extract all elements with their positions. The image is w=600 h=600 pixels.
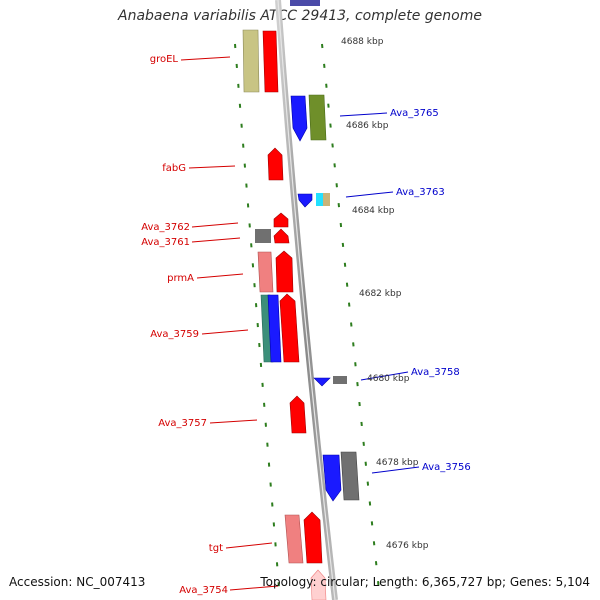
gene-label-ava3759: Ava_3759 — [150, 329, 199, 340]
gene-label-groel: groEL — [150, 54, 179, 65]
gene-ava3765-olive — [308, 94, 327, 141]
genome-backbone-highlight — [277, 0, 336, 600]
gene-label-ava3763: Ava_3763 — [396, 187, 445, 198]
gene-ava3762 — [273, 212, 289, 228]
kbp-label-4688: 4688 kbp — [341, 37, 384, 47]
kbp-label-4684: 4684 kbp — [352, 206, 395, 216]
gene-label-ava3765: Ava_3765 — [390, 108, 439, 119]
gene-ava3765-blue — [290, 95, 308, 142]
gene-label-ava3758: Ava_3758 — [411, 367, 460, 378]
gene-ava3759-blue — [267, 294, 282, 363]
gene-label-ava3761: Ava_3761 — [141, 237, 190, 248]
gene-ava3756-blue — [322, 454, 342, 502]
gene-ava3761-gray — [255, 229, 271, 243]
topology-text: Topology: circular; Length: 6,365,727 bp… — [260, 575, 590, 589]
gene-tgt-pink — [284, 514, 304, 564]
kbp-label-4686: 4686 kbp — [346, 121, 389, 131]
gene-fabg — [267, 147, 284, 181]
gene-ava3763-cyan — [316, 193, 323, 206]
kbp-label-4676: 4676 kbp — [386, 541, 429, 551]
gene-label-ava3754: Ava_3754 — [179, 585, 228, 596]
gene-groel-olive — [242, 29, 260, 93]
gene-prma-red — [275, 250, 294, 293]
gene-ava3763-blue — [297, 193, 313, 208]
gene-ava3763-tan — [323, 193, 330, 206]
gene-label-ava3756: Ava_3756 — [422, 462, 471, 473]
forward-leader-lines — [339, 112, 420, 474]
kbp-label-4682: 4682 kbp — [359, 289, 402, 299]
kbp-label-4680: 4680 kbp — [367, 374, 410, 384]
gene-top-partial — [290, 0, 320, 6]
gene-ava3759-red — [279, 293, 300, 363]
gene-ava3761-red — [273, 228, 290, 244]
gene-ava3758-gray — [333, 376, 347, 384]
gene-label-tgt: tgt — [209, 543, 223, 554]
gene-ava3756-gray — [340, 451, 360, 501]
kbp-label-4678: 4678 kbp — [376, 458, 419, 468]
gene-ava3757 — [289, 395, 307, 434]
reverse-leader-lines — [180, 56, 279, 591]
map-title: Anabaena variabilis ATCC 29413, complete… — [118, 8, 482, 24]
gene-ava3758-blue — [313, 377, 331, 387]
gene-label-ava3762: Ava_3762 — [141, 222, 190, 233]
accession-text: Accession: NC_007413 — [9, 575, 146, 589]
gene-tgt-red — [303, 511, 323, 564]
gene-label-prma: prmA — [167, 273, 194, 284]
gene-groel-red — [262, 30, 279, 93]
gene-ava3754 — [310, 569, 327, 600]
gene-label-ava3757: Ava_3757 — [158, 418, 207, 429]
gene-label-fabg: fabG — [162, 163, 186, 174]
gene-prma-pink — [257, 251, 274, 293]
